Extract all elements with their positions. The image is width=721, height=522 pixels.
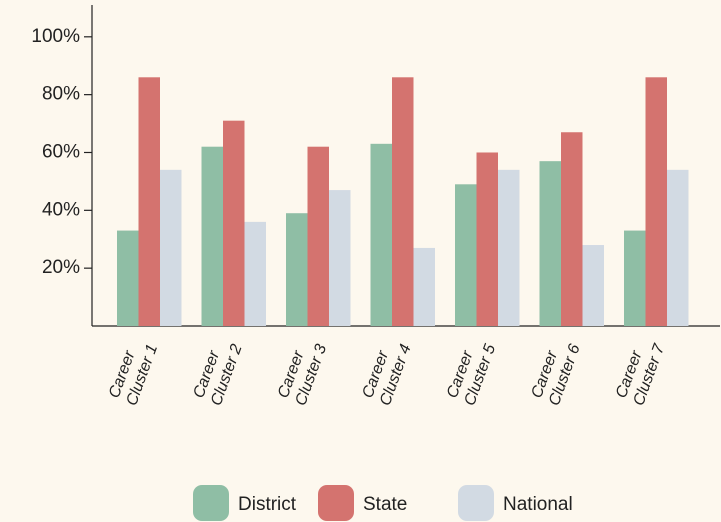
bar bbox=[307, 146, 329, 326]
bar bbox=[645, 77, 667, 326]
bar bbox=[244, 221, 266, 326]
bar bbox=[561, 132, 583, 326]
bar bbox=[370, 143, 392, 326]
bar bbox=[223, 120, 245, 326]
legend-swatch bbox=[318, 485, 354, 521]
bar bbox=[138, 77, 160, 326]
bar bbox=[498, 169, 520, 326]
y-tick-label: 60% bbox=[42, 142, 80, 163]
bar bbox=[624, 230, 646, 326]
legend-swatch bbox=[193, 485, 229, 521]
bar bbox=[160, 169, 182, 326]
bar bbox=[476, 152, 498, 326]
y-tick-label: 100% bbox=[31, 26, 80, 47]
legend-label: National bbox=[503, 494, 573, 515]
bar bbox=[329, 190, 351, 326]
bar bbox=[392, 77, 414, 326]
bar bbox=[201, 146, 223, 326]
legend-label: District bbox=[238, 494, 297, 515]
bar bbox=[117, 230, 139, 326]
y-tick-label: 20% bbox=[42, 257, 80, 278]
y-tick-label: 80% bbox=[42, 84, 80, 105]
bar bbox=[286, 213, 308, 326]
bar bbox=[539, 161, 561, 326]
bar bbox=[582, 245, 604, 326]
legend-swatch bbox=[458, 485, 494, 521]
bar bbox=[667, 169, 689, 326]
legend-label: State bbox=[363, 494, 407, 515]
y-tick-label: 40% bbox=[42, 199, 80, 220]
bar bbox=[413, 247, 435, 326]
x-tick-label: CareerCluster 7 bbox=[613, 335, 669, 409]
bar bbox=[455, 184, 477, 326]
